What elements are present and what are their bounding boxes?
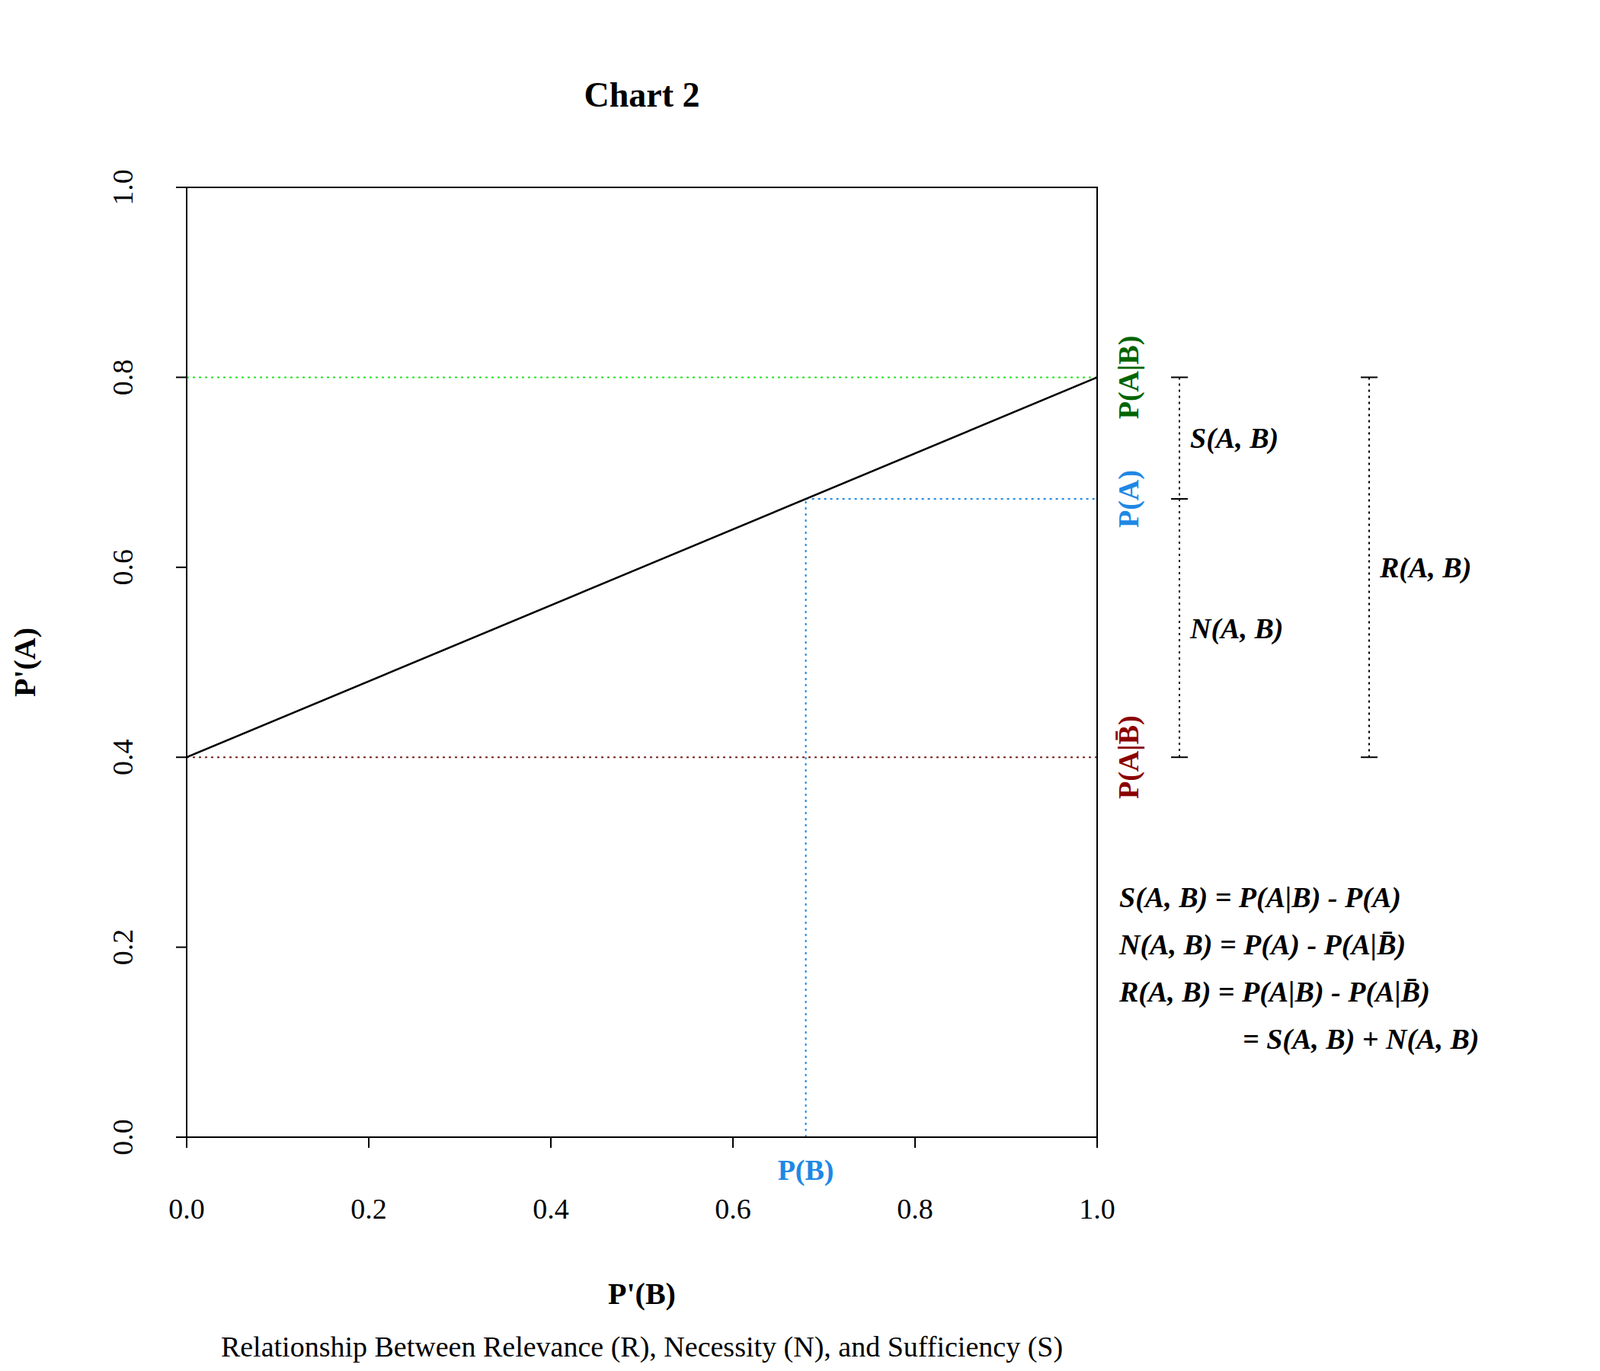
svg-text:S(A, B) = P(A|B) - P(A): S(A, B) = P(A|B) - P(A) [1119,881,1402,915]
svg-text:P(A): P(A) [1112,470,1146,528]
svg-text:0.0: 0.0 [106,1119,139,1156]
svg-text:0.6: 0.6 [106,549,139,586]
svg-text:P(A|B̄): P(A|B̄) [1112,715,1146,800]
svg-text:N(A, B) = P(A) - P(A|B̄): N(A, B) = P(A) - P(A|B̄) [1118,928,1406,962]
svg-text:0.4: 0.4 [532,1193,570,1226]
svg-text:= S(A, B) + N(A, B): = S(A, B) + N(A, B) [1242,1023,1479,1056]
svg-text:Relationship Between Relevance: Relationship Between Relevance (R), Nece… [220,1331,1063,1364]
svg-text:0.6: 0.6 [714,1193,752,1226]
svg-text:1.0: 1.0 [106,169,139,206]
svg-text:S(A, B): S(A, B) [1190,422,1279,455]
svg-text:P'(B): P'(B) [608,1276,676,1312]
svg-text:0.2: 0.2 [350,1193,388,1226]
svg-text:P'(A): P'(A) [7,627,42,698]
svg-text:P(B): P(B) [777,1154,835,1188]
svg-text:0.0: 0.0 [168,1193,205,1226]
svg-text:P(A|B): P(A|B) [1112,336,1146,420]
svg-text:0.4: 0.4 [106,739,139,776]
svg-text:0.2: 0.2 [106,929,139,967]
svg-text:0.8: 0.8 [106,359,139,397]
svg-text:1.0: 1.0 [1078,1193,1116,1226]
svg-text:R(A, B) = P(A|B) - P(A|B̄): R(A, B) = P(A|B) - P(A|B̄) [1118,976,1431,1009]
svg-text:Chart 2: Chart 2 [583,75,700,115]
svg-text:N(A, B): N(A, B) [1189,612,1284,646]
svg-text:0.8: 0.8 [896,1193,934,1226]
svg-text:R(A, B): R(A, B) [1379,551,1472,585]
